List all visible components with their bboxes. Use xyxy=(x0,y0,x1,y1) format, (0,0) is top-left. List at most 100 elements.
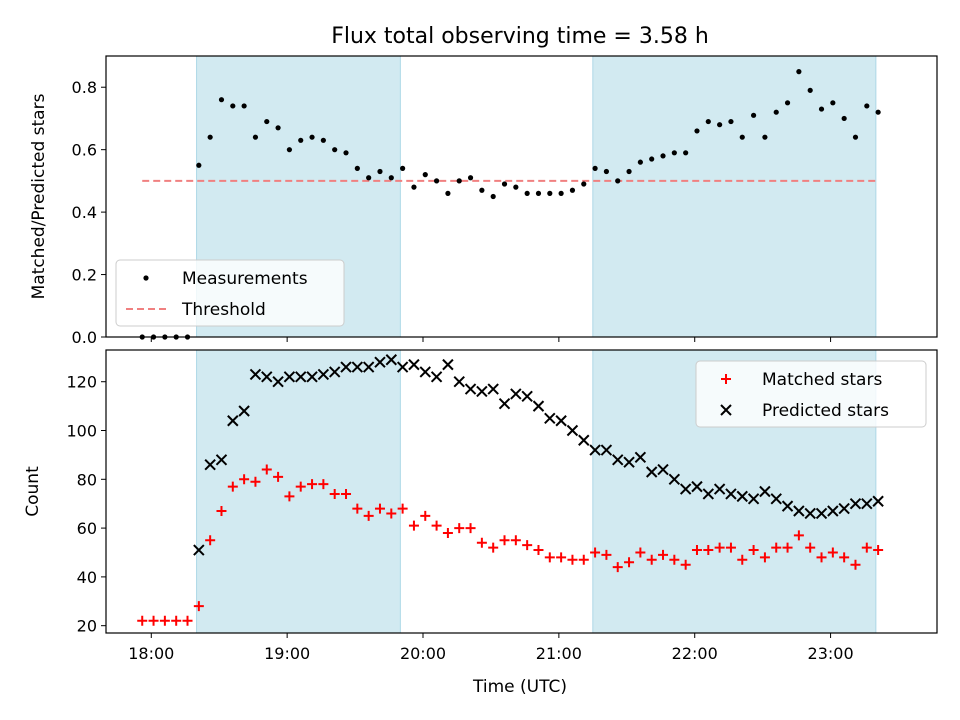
y-tick-label: 100 xyxy=(66,422,97,441)
y-tick-label: 40 xyxy=(77,568,97,587)
measurement-point xyxy=(830,100,836,106)
predicted-point xyxy=(283,371,296,383)
predicted-point xyxy=(589,444,601,456)
legend-entry-label: Threshold xyxy=(181,300,266,320)
predicted-point xyxy=(759,485,771,498)
matched-point xyxy=(635,547,646,558)
matched-point xyxy=(442,527,453,538)
predicted-point xyxy=(238,405,250,417)
measurement-point xyxy=(433,178,440,184)
measurement-point xyxy=(841,115,847,122)
legend-box xyxy=(115,259,345,327)
matched-point xyxy=(816,552,827,563)
y-tick-label: 0.2 xyxy=(72,266,97,285)
y-tick-label: 0.4 xyxy=(72,203,97,222)
measurement-point xyxy=(252,134,259,140)
predicted-point xyxy=(306,371,318,383)
measurement-point xyxy=(773,109,779,115)
measurement-point xyxy=(818,106,825,112)
measurement-point xyxy=(864,103,870,109)
matched-point xyxy=(329,488,340,499)
matched-point xyxy=(408,520,419,531)
predicted-point xyxy=(249,368,262,381)
matched-point xyxy=(703,545,714,556)
predicted-point xyxy=(453,376,465,388)
predicted-point xyxy=(668,473,681,486)
matched-point xyxy=(171,615,182,626)
measurement-point xyxy=(694,128,700,134)
y-tick-label: 0.0 xyxy=(72,328,97,347)
measurement-point xyxy=(230,103,236,109)
matched-point xyxy=(544,552,555,563)
predicted-point xyxy=(555,415,567,427)
legend-entry-label: Measurements xyxy=(182,269,308,289)
measurement-point xyxy=(490,193,496,200)
matched-point xyxy=(284,491,295,502)
measurement-point xyxy=(501,181,508,187)
y-tick-label: 80 xyxy=(77,470,97,489)
predicted-point xyxy=(261,371,273,383)
measurement-point xyxy=(558,190,564,196)
measurement-point xyxy=(592,165,598,171)
measurement-point xyxy=(705,118,711,125)
matched-point xyxy=(488,542,499,553)
matched-point xyxy=(658,549,669,560)
matched-point xyxy=(533,545,544,556)
predicted-point xyxy=(702,488,715,500)
measurement-point xyxy=(286,147,293,153)
matched-point xyxy=(669,554,680,565)
matched-point xyxy=(522,540,533,551)
predicted-point xyxy=(510,388,522,400)
bottom-panel: 20 40 60 80 100 120 18:00 19:00 20:00 21:00 22:00 2… xyxy=(66,349,938,663)
legend-matched-swatch xyxy=(721,374,731,384)
measurement-point xyxy=(467,175,474,181)
measurement-point xyxy=(784,100,791,106)
matched-point xyxy=(510,535,521,546)
measurement-point xyxy=(671,150,677,156)
measurement-point xyxy=(275,125,281,131)
matched-point xyxy=(612,562,623,573)
measurement-point xyxy=(852,134,859,140)
predicted-point xyxy=(476,385,488,398)
predicted-point xyxy=(419,366,431,378)
matched-point xyxy=(748,545,759,556)
legend-predicted-swatch xyxy=(720,404,732,416)
measurement-point xyxy=(309,134,315,140)
predicted-point xyxy=(544,412,556,425)
measurement-point xyxy=(377,168,383,175)
matched-point xyxy=(793,530,804,541)
measurement-point xyxy=(626,168,632,175)
measurement-point xyxy=(422,172,428,178)
measurement-point xyxy=(264,118,270,125)
shaded-interval xyxy=(592,55,877,338)
matched-point xyxy=(771,542,782,553)
predicted-point xyxy=(532,400,545,412)
predicted-point xyxy=(612,454,624,466)
matched-point xyxy=(827,547,838,558)
matched-point xyxy=(182,615,193,626)
predicted-point xyxy=(600,444,613,456)
measurement-point xyxy=(218,97,225,103)
measurement-point xyxy=(807,87,813,93)
measurement-point xyxy=(411,184,417,190)
predicted-point xyxy=(374,356,386,368)
x-tick-label: 21:00 xyxy=(536,644,582,663)
legend: Matched stars Predicted stars xyxy=(695,360,927,428)
predicted-point xyxy=(781,500,794,512)
matched-point xyxy=(861,542,872,553)
matched-point xyxy=(578,554,589,565)
matched-point xyxy=(386,508,397,519)
measurement-point xyxy=(637,159,643,165)
predicted-point xyxy=(442,358,454,371)
matched-point xyxy=(318,479,329,490)
x-tick-label: 23:00 xyxy=(808,644,854,663)
predicted-point xyxy=(215,454,228,466)
measurement-point xyxy=(366,175,372,181)
matched-point xyxy=(839,552,850,563)
measurement-point xyxy=(456,178,462,184)
predicted-point xyxy=(430,371,443,383)
matched-point xyxy=(239,474,250,485)
measurement-point xyxy=(762,134,768,140)
y-tick-label: 60 xyxy=(77,519,97,538)
measurement-point xyxy=(615,178,621,184)
